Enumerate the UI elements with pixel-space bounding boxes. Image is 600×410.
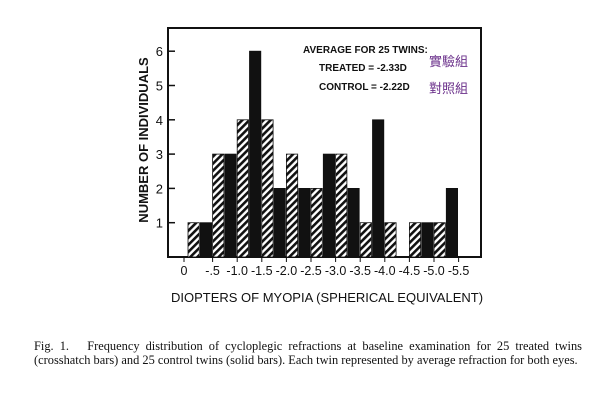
x-tick-label: -3.5 <box>349 264 371 278</box>
x-tick-label: -5.5 <box>448 264 470 278</box>
bar-treated <box>335 153 348 258</box>
bar-control <box>224 153 237 258</box>
bar-treated <box>187 222 200 258</box>
annotation-control: CONTROL = -2.22D <box>319 82 410 93</box>
y-tick-label: 5 <box>156 79 163 94</box>
x-tick-label: -2.0 <box>276 264 298 278</box>
x-tick-label: -.5 <box>205 264 220 278</box>
bar-control <box>372 119 385 258</box>
y-axis-ticks: 1 2 3 4 5 6 <box>156 44 175 231</box>
x-tick-label: -4.5 <box>399 264 421 278</box>
bar-control <box>199 222 213 258</box>
figure-caption: Fig. 1. Frequency distribution of cyclop… <box>34 339 582 367</box>
y-tick-label: 2 <box>156 181 163 196</box>
bar-treated <box>384 222 397 258</box>
bar-control <box>298 187 311 258</box>
y-tick-label: 6 <box>156 44 163 59</box>
x-tick-label: -3.0 <box>325 264 347 278</box>
bar-treated <box>285 153 299 258</box>
bar-treated <box>433 222 446 258</box>
bar-control <box>322 153 335 258</box>
bar-control <box>445 187 458 258</box>
x-axis-ticks: 0 -.5 -1.0 -1.5 -2.0 -2.5 -3.0 -3.5 -4.0 -4.5 -5.0… <box>181 257 470 278</box>
caption-text: Frequency distribution of cycloplegic re… <box>34 339 582 367</box>
x-tick-label: -4.0 <box>374 264 396 278</box>
x-tick-label: -2.5 <box>300 264 322 278</box>
x-tick-label: -1.5 <box>251 264 273 278</box>
bar-treated <box>408 222 422 258</box>
y-tick-label: 3 <box>156 147 163 162</box>
bar-treated <box>212 153 225 258</box>
bar-control <box>421 222 434 258</box>
bar-treated <box>359 222 372 258</box>
y-axis-label: NUMBER OF INDIVIDUALS <box>136 57 151 223</box>
x-tick-label: 0 <box>181 264 188 278</box>
bar-treated <box>310 187 323 258</box>
x-tick-label: -1.0 <box>226 264 248 278</box>
x-tick-label: -5.0 <box>423 264 445 278</box>
bar-control <box>347 187 360 258</box>
bar-treated <box>261 119 274 258</box>
chinese-label-treated: 實驗組 <box>429 54 468 70</box>
x-axis-label: DIOPTERS OF MYOPIA (SPHERICAL EQUIVALENT… <box>171 290 483 305</box>
chinese-label-control: 對照組 <box>429 82 468 97</box>
annotation-title: AVERAGE FOR 25 TWINS: <box>303 45 428 56</box>
figure-label: Fig. 1. <box>34 339 69 353</box>
bar-control <box>249 50 262 258</box>
bar-treated <box>236 119 249 258</box>
annotation-treated: TREATED = -2.33D <box>319 63 407 74</box>
y-tick-label: 1 <box>156 216 163 231</box>
y-tick-label: 4 <box>156 113 163 128</box>
bar-control <box>273 187 286 258</box>
bars-group <box>187 50 458 258</box>
